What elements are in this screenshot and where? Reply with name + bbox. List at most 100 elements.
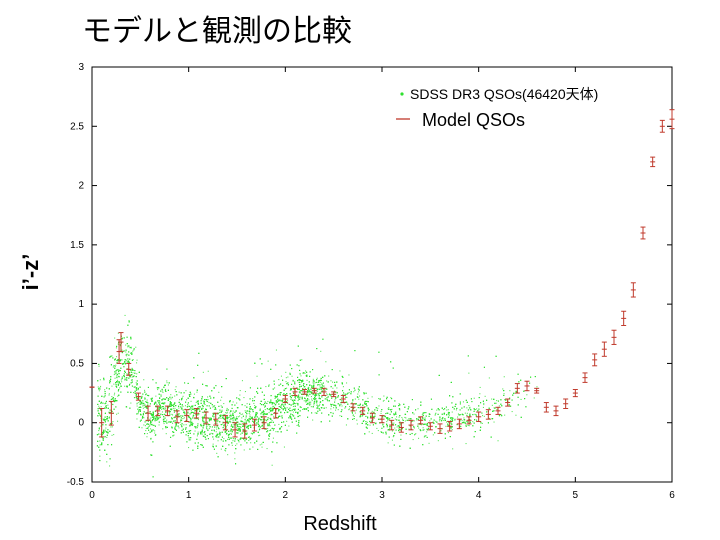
observed-point [404,416,406,418]
observed-point [150,437,152,439]
observed-point [258,424,260,426]
observed-point [422,427,424,429]
observed-point [346,396,348,398]
observed-point [136,405,138,407]
observed-point [297,400,299,402]
observed-point [264,406,266,408]
observed-point [259,444,261,446]
observed-point [312,394,314,396]
observed-point [320,391,322,393]
observed-point [142,405,144,407]
observed-point [234,452,236,454]
observed-point [216,452,218,454]
observed-point [344,407,346,409]
observed-point [244,410,246,412]
observed-point [202,371,204,373]
observed-point [218,417,220,419]
observed-point [277,400,279,402]
observed-point [536,386,538,388]
observed-point [121,359,123,361]
observed-point [352,400,354,402]
observed-point [414,433,416,435]
observed-point [348,409,350,411]
observed-point [311,393,313,395]
observed-point [304,387,306,389]
observed-point [468,425,470,427]
observed-point [237,439,239,441]
observed-point [150,428,152,430]
observed-point [213,438,215,440]
observed-point [104,429,106,431]
observed-point [348,392,350,394]
observed-point [113,398,115,400]
observed-point [451,411,453,413]
observed-point [339,415,341,417]
observed-point [207,399,209,401]
observed-point [259,418,261,420]
observed-point [240,437,242,439]
observed-point [174,389,176,391]
observed-point [401,417,403,419]
observed-point [399,409,401,411]
observed-point [459,419,461,421]
observed-point [291,375,293,377]
observed-point [515,414,517,416]
observed-point [330,403,332,405]
observed-point [173,404,175,406]
observed-point [208,428,210,430]
observed-point [131,369,133,371]
observed-point [274,397,276,399]
observed-point [252,446,254,448]
observed-point [225,433,227,435]
observed-point [111,355,113,357]
observed-point [117,369,119,371]
observed-point [133,397,135,399]
observed-point [475,414,477,416]
observed-point [447,412,449,414]
observed-point [126,368,128,370]
observed-point [156,408,158,410]
observed-point [474,413,476,415]
observed-point [219,411,221,413]
observed-point [210,432,212,434]
observed-point [282,394,284,396]
observed-point [251,433,253,435]
observed-point [284,404,286,406]
observed-point [464,412,466,414]
observed-point [238,430,240,432]
observed-point [282,401,284,403]
observed-point [188,447,190,449]
observed-point [312,378,314,380]
observed-point [308,399,310,401]
observed-point [187,405,189,407]
observed-point [378,398,380,400]
observed-point [432,434,434,436]
observed-point [359,395,361,397]
observed-point [293,399,295,401]
observed-point [204,404,206,406]
observed-point [125,378,127,380]
observed-point [124,377,126,379]
observed-point [226,424,228,426]
observed-point [177,415,179,417]
observed-point [226,411,228,413]
observed-point [353,391,355,393]
observed-point [227,454,229,456]
observed-point [114,377,116,379]
observed-point [438,420,440,422]
observed-point [112,421,114,423]
observed-point [332,403,334,405]
observed-point [177,422,179,424]
observed-point [125,344,127,346]
observed-point [180,424,182,426]
observed-point [120,359,122,361]
observed-point [378,405,380,407]
observed-point [367,408,369,410]
observed-point [388,418,390,420]
observed-point [207,396,209,398]
observed-point [462,401,464,403]
observed-point [496,400,498,402]
observed-point [243,421,245,423]
observed-point [248,412,250,414]
